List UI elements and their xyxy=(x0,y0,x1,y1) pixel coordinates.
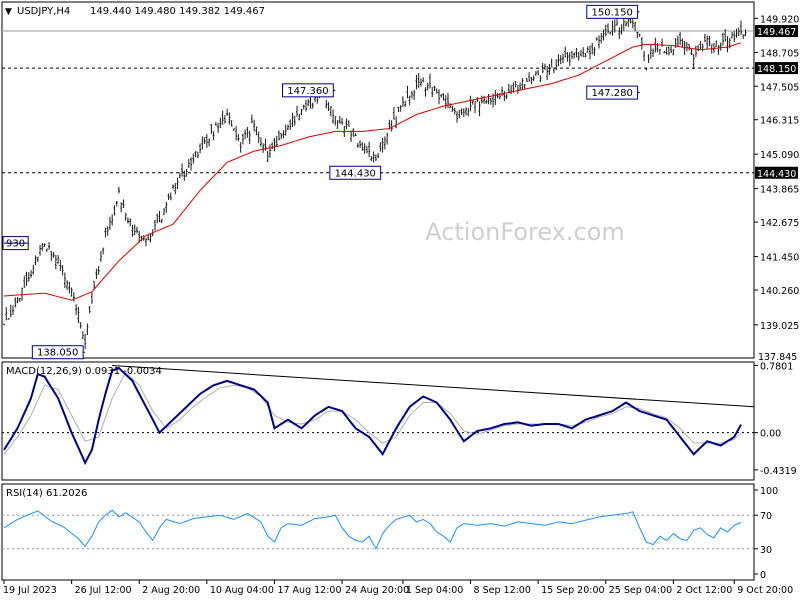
time-axis-tick-label: 1 Sep 04:00 xyxy=(406,585,463,596)
rsi-axis: 100 70 30 0 xyxy=(754,486,778,581)
price-axis-tag-box xyxy=(755,62,798,75)
macd-axis-tick-label: 0.00 xyxy=(760,429,781,440)
price-annotation-label: 147.280 xyxy=(591,88,632,99)
time-axis-tick-label: 10 Aug 04:00 xyxy=(210,585,274,596)
price-axis-tag-label: 148.150 xyxy=(757,64,796,75)
time-axis-tick-label: 2 Oct 12:00 xyxy=(676,585,732,596)
rsi-panel-frame xyxy=(1,483,755,581)
time-axis-tick-label: 8 Sep 12:00 xyxy=(474,585,531,596)
rsi-label: RSI(14) 61.2026 xyxy=(6,488,87,499)
macd-axis-tick-label: 0.7801 xyxy=(760,361,793,372)
time-axis-tick-label: 15 Sep 20:00 xyxy=(541,585,604,596)
price-annotation-label: 150.150 xyxy=(591,7,632,18)
price-axis-tick-label: 142.675 xyxy=(760,218,799,229)
symbol-icon: ▼ xyxy=(5,7,12,17)
rsi-line xyxy=(3,509,742,550)
rsi-level-lines xyxy=(2,514,754,550)
price-annotation-label: 144.430 xyxy=(335,168,376,179)
rsi-panel: 100 70 30 0 RSI(14) 61.2026 xyxy=(1,483,778,581)
time-axis-tick-label: 2 Aug 20:00 xyxy=(142,585,200,596)
macd-label: MACD(12,26,9) 0.0931 -0.0034 xyxy=(6,366,162,377)
price-annotation-box xyxy=(586,4,639,19)
macd-axis: 0.7801 0.00 -0.4319 xyxy=(754,361,797,477)
rsi-axis-tick-label: 100 xyxy=(760,486,778,497)
price-axis-tag-label: 149.467 xyxy=(757,27,796,38)
price-axis-tag-box xyxy=(755,166,798,179)
price-axis: 149.920 148.705 147.505 146.315 145.090 143.8… xyxy=(754,14,799,363)
price-annotations: 150.150 147.360 147.280 144.430 138.050 930 xyxy=(2,4,640,360)
price-axis-tick-label: 146.315 xyxy=(760,116,799,127)
macd-panel-frame xyxy=(1,361,755,481)
symbol-label: USDJPY,H4 xyxy=(17,6,70,17)
level-lines xyxy=(2,30,754,174)
price-annotation-label: 930 xyxy=(6,239,25,250)
rsi-axis-tick-label: 0 xyxy=(760,570,766,581)
price-panel: ActionForex.com 150.150 147.360 147.280 144… xyxy=(1,1,799,363)
time-axis-tick-label: 9 Oct 20:00 xyxy=(737,585,793,596)
ohlc-label: 149.440 149.480 149.382 149.467 xyxy=(90,6,265,17)
time-axis-tick-label: 26 Jul 12:00 xyxy=(75,585,132,596)
watermark: ActionForex.com xyxy=(425,218,625,246)
rsi-axis-tick-label: 70 xyxy=(760,511,772,522)
price-annotation-label: 147.360 xyxy=(287,86,328,97)
price-panel-frame xyxy=(1,1,755,359)
price-axis-tick-label: 137.845 xyxy=(758,352,797,363)
price-axis-tick-label: 141.450 xyxy=(760,253,799,264)
time-axis-tick-label: 24 Aug 20:00 xyxy=(345,585,409,596)
macd-trendline xyxy=(112,364,755,408)
price-axis-tick-label: 147.505 xyxy=(760,82,799,93)
price-axis-tag-label: 144.430 xyxy=(757,169,796,180)
macd-signal-line xyxy=(3,371,742,455)
price-axis-tick-label: 148.705 xyxy=(760,48,799,59)
price-axis-tick-label: 143.865 xyxy=(760,185,799,196)
price-candles xyxy=(3,13,747,349)
time-axis-tick-label: 17 Aug 12:00 xyxy=(277,585,341,596)
macd-axis-tick-label: -0.4319 xyxy=(760,466,797,477)
price-axis-tick-label: 140.260 xyxy=(760,286,799,297)
time-axis-tick-label: 19 Jul 2023 xyxy=(3,585,57,596)
time-axis-tick-label: 25 Sep 04:00 xyxy=(609,585,672,596)
price-annotation-box xyxy=(586,85,639,100)
macd-panel: 0.7801 0.00 -0.4319 MACD(12,26,9) 0.0931 -… xyxy=(1,361,797,481)
price-axis-tick-label: 145.090 xyxy=(760,150,799,161)
price-annotation-label: 138.050 xyxy=(37,348,78,359)
price-axis-tag-box xyxy=(755,25,798,38)
price-annotation-box xyxy=(329,165,382,180)
rsi-axis-tick-label: 30 xyxy=(760,545,772,556)
macd-line xyxy=(3,366,742,466)
moving-average-line xyxy=(3,42,742,301)
price-axis-tick-label: 139.025 xyxy=(760,321,799,332)
price-axis-tick-label: 149.920 xyxy=(760,14,799,25)
time-axis: 19 Jul 2023 26 Jul 12:00 2 Aug 20:00 10 Aug… xyxy=(3,580,793,596)
